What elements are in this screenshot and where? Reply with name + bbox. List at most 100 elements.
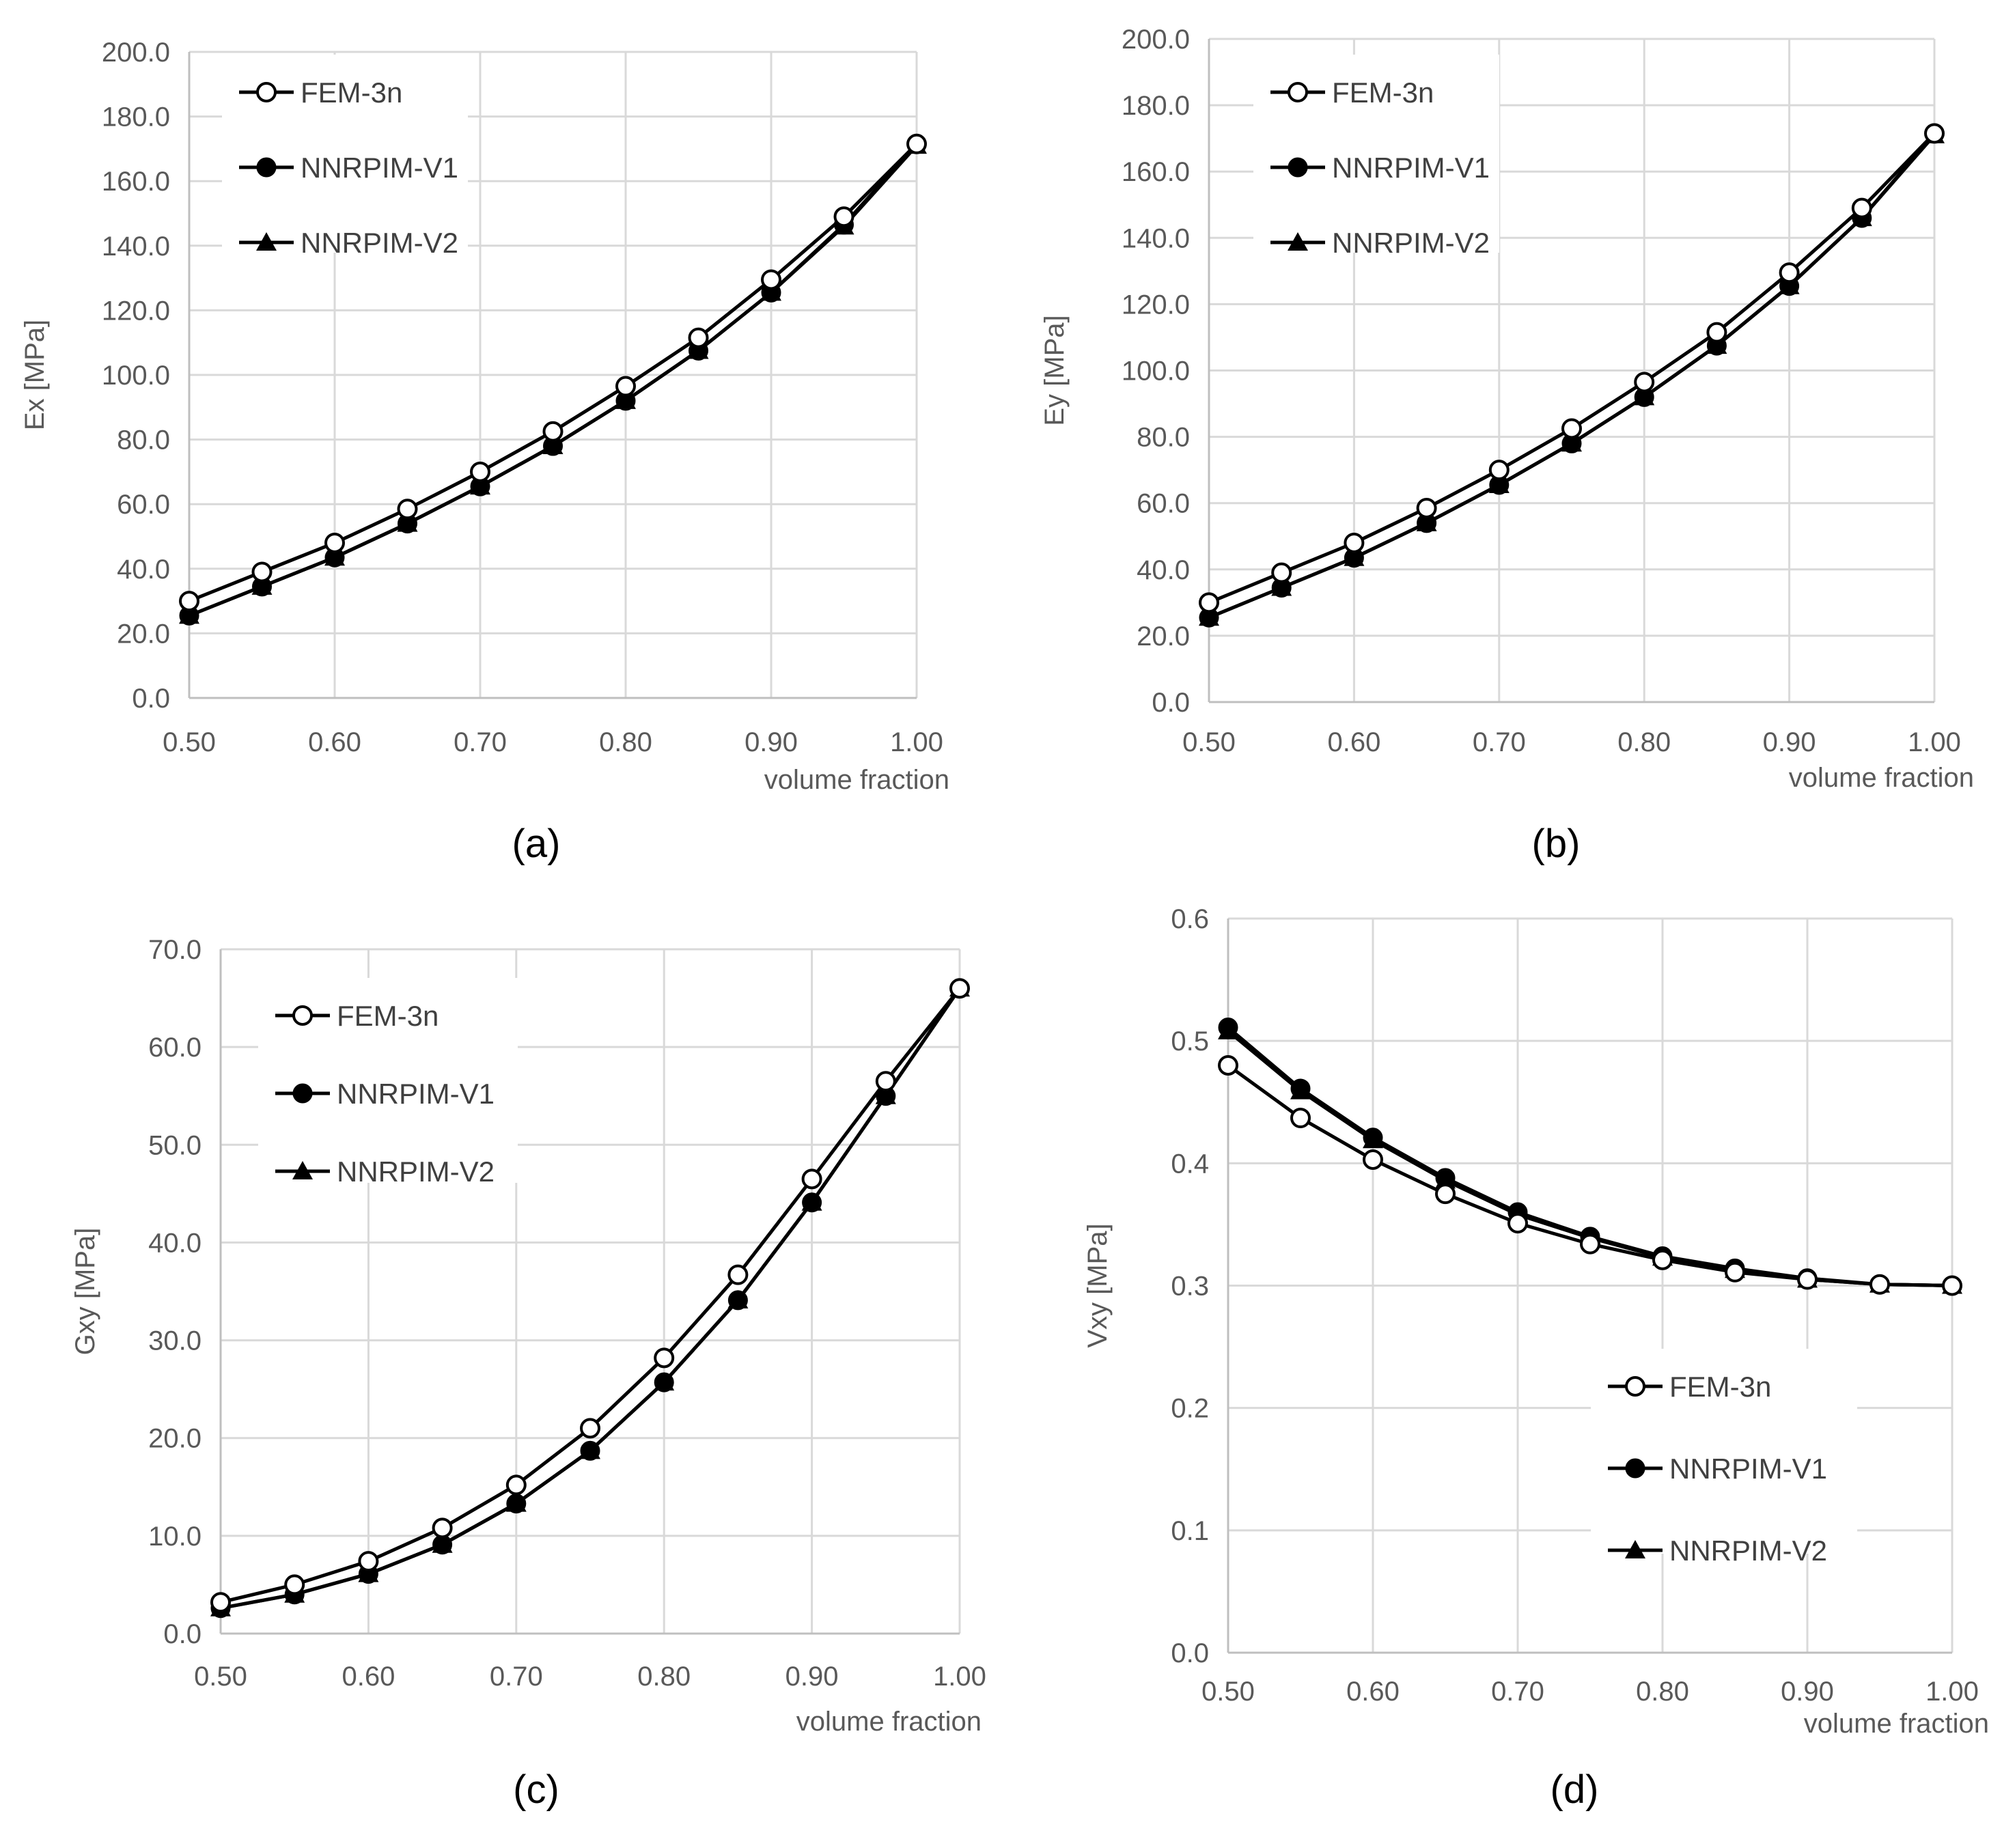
data-point: [506, 1494, 527, 1514]
legend-item: NNRPIM-V2: [1270, 227, 1490, 259]
data-point: [1725, 1261, 1745, 1283]
data-point: [397, 499, 418, 520]
y-axis-label: Gxy [MPa]: [70, 1228, 100, 1356]
data-point: [1416, 497, 1437, 518]
y-tick-label: 140.0: [1122, 223, 1190, 253]
legend-label: NNRPIM-V1: [1669, 1453, 1827, 1485]
data-point: [727, 1264, 749, 1285]
data-point: [1290, 1108, 1311, 1129]
data-point: [802, 1192, 822, 1213]
y-tick-label: 60.0: [1137, 489, 1190, 519]
y-tick-label: 10.0: [148, 1522, 201, 1552]
y-tick-label: 60.0: [117, 490, 170, 520]
x-tick-label: 0.80: [1617, 727, 1671, 757]
legend-item: FEM-3n: [1270, 76, 1434, 109]
legend-label: NNRPIM-V1: [301, 152, 458, 184]
y-tick-label: 0.4: [1171, 1149, 1209, 1179]
data-point: [1797, 1269, 1818, 1290]
x-axis-label: volume fraction: [796, 1707, 982, 1737]
series-fem-3n: [179, 133, 927, 612]
series-fem-3n: [1218, 1055, 1962, 1296]
y-tick-label: 70.0: [148, 935, 201, 965]
x-tick-label: 0.70: [454, 727, 507, 757]
panel-caption: (d): [1551, 1767, 1599, 1812]
legend-marker: [292, 1083, 313, 1104]
y-tick-label: 120.0: [1122, 290, 1190, 320]
legend-label: NNRPIM-V2: [301, 227, 458, 259]
legend: FEM-3n NNRPIM-V1 NNRPIM-V2: [258, 978, 518, 1188]
legend: FEM-3n NNRPIM-V1 NNRPIM-V2: [1591, 1349, 1857, 1567]
y-tick-label: 200.0: [102, 38, 170, 68]
y-tick-label: 0.0: [132, 684, 170, 714]
y-tick-label: 0.2: [1171, 1394, 1209, 1424]
x-tick-label: 0.70: [1491, 1677, 1544, 1707]
y-tick-label: 0.0: [163, 1619, 201, 1649]
data-point: [1218, 1017, 1238, 1037]
x-tick-label: 1.00: [933, 1662, 986, 1692]
data-point: [906, 133, 927, 154]
legend-marker: [1625, 1458, 1645, 1479]
legend-item: NNRPIM-V2: [239, 227, 458, 259]
y-tick-label: 0.0: [1171, 1638, 1209, 1668]
data-point: [761, 269, 781, 290]
x-tick-label: 0.90: [745, 727, 798, 757]
legend-label: FEM-3n: [337, 1000, 439, 1032]
data-point: [284, 1574, 305, 1595]
y-tick-label: 160.0: [102, 167, 170, 197]
series-fem-3n: [210, 978, 970, 1613]
x-tick-label: 0.50: [1201, 1677, 1255, 1707]
data-point: [801, 1168, 822, 1190]
y-tick-label: 40.0: [148, 1228, 201, 1258]
chart-panel-a: 0.0 20.0 40.0 60.0 80.0 100.0 120.0 140.0 160.0 1…: [20, 38, 949, 866]
data-point: [1634, 372, 1655, 393]
data-point: [654, 1347, 675, 1369]
x-tick-label: 1.00: [890, 727, 943, 757]
data-point: [727, 1290, 748, 1311]
y-tick-label: 20.0: [117, 619, 170, 649]
legend-item: NNRPIM-V1: [275, 1078, 495, 1110]
data-point: [580, 1418, 600, 1439]
data-point: [1290, 1078, 1311, 1099]
data-point: [251, 561, 273, 583]
legend-label: FEM-3n: [301, 76, 402, 109]
legend-item: NNRPIM-V1: [1608, 1453, 1827, 1485]
legend-label: NNRPIM-V2: [1332, 227, 1490, 259]
y-tick-label: 180.0: [102, 102, 170, 132]
y-tick-label: 0.5: [1171, 1026, 1209, 1056]
data-point: [1488, 460, 1510, 481]
y-tick-label: 140.0: [102, 232, 170, 262]
data-point: [324, 532, 345, 553]
x-tick-label: 0.90: [785, 1662, 839, 1692]
x-tick-label: 0.50: [194, 1662, 247, 1692]
y-tick-label: 120.0: [102, 296, 170, 326]
y-tick-label: 80.0: [117, 425, 170, 456]
y-axis-label: Vxy [MPa]: [1083, 1223, 1113, 1347]
legend-marker: [1288, 157, 1308, 178]
data-point: [580, 1440, 600, 1461]
x-tick-label: 0.90: [1763, 727, 1816, 757]
data-point: [1507, 1213, 1528, 1234]
y-tick-label: 30.0: [148, 1326, 201, 1356]
y-tick-label: 100.0: [102, 361, 170, 391]
y-tick-label: 20.0: [1137, 621, 1190, 652]
data-point: [432, 1535, 453, 1555]
x-tick-label: 0.50: [163, 727, 216, 757]
legend-item: FEM-3n: [1608, 1371, 1771, 1403]
panel-caption: (c): [513, 1767, 559, 1812]
data-point: [470, 461, 490, 482]
data-point: [1706, 322, 1727, 343]
legend-label: NNRPIM-V2: [337, 1156, 495, 1188]
x-tick-label: 0.70: [490, 1662, 543, 1692]
x-axis-label: volume fraction: [764, 765, 949, 795]
x-tick-label: 1.00: [1925, 1677, 1979, 1707]
legend-marker: [292, 1005, 313, 1026]
legend-marker: [1288, 232, 1308, 251]
x-tick-label: 0.80: [599, 727, 652, 757]
y-axis-label: Ey [MPa]: [1040, 315, 1070, 425]
data-point: [833, 206, 854, 227]
legend-marker: [1625, 1376, 1645, 1397]
legend-label: FEM-3n: [1332, 76, 1434, 109]
x-tick-label: 0.60: [308, 727, 361, 757]
data-point: [1199, 592, 1219, 613]
data-point: [1580, 1233, 1600, 1255]
